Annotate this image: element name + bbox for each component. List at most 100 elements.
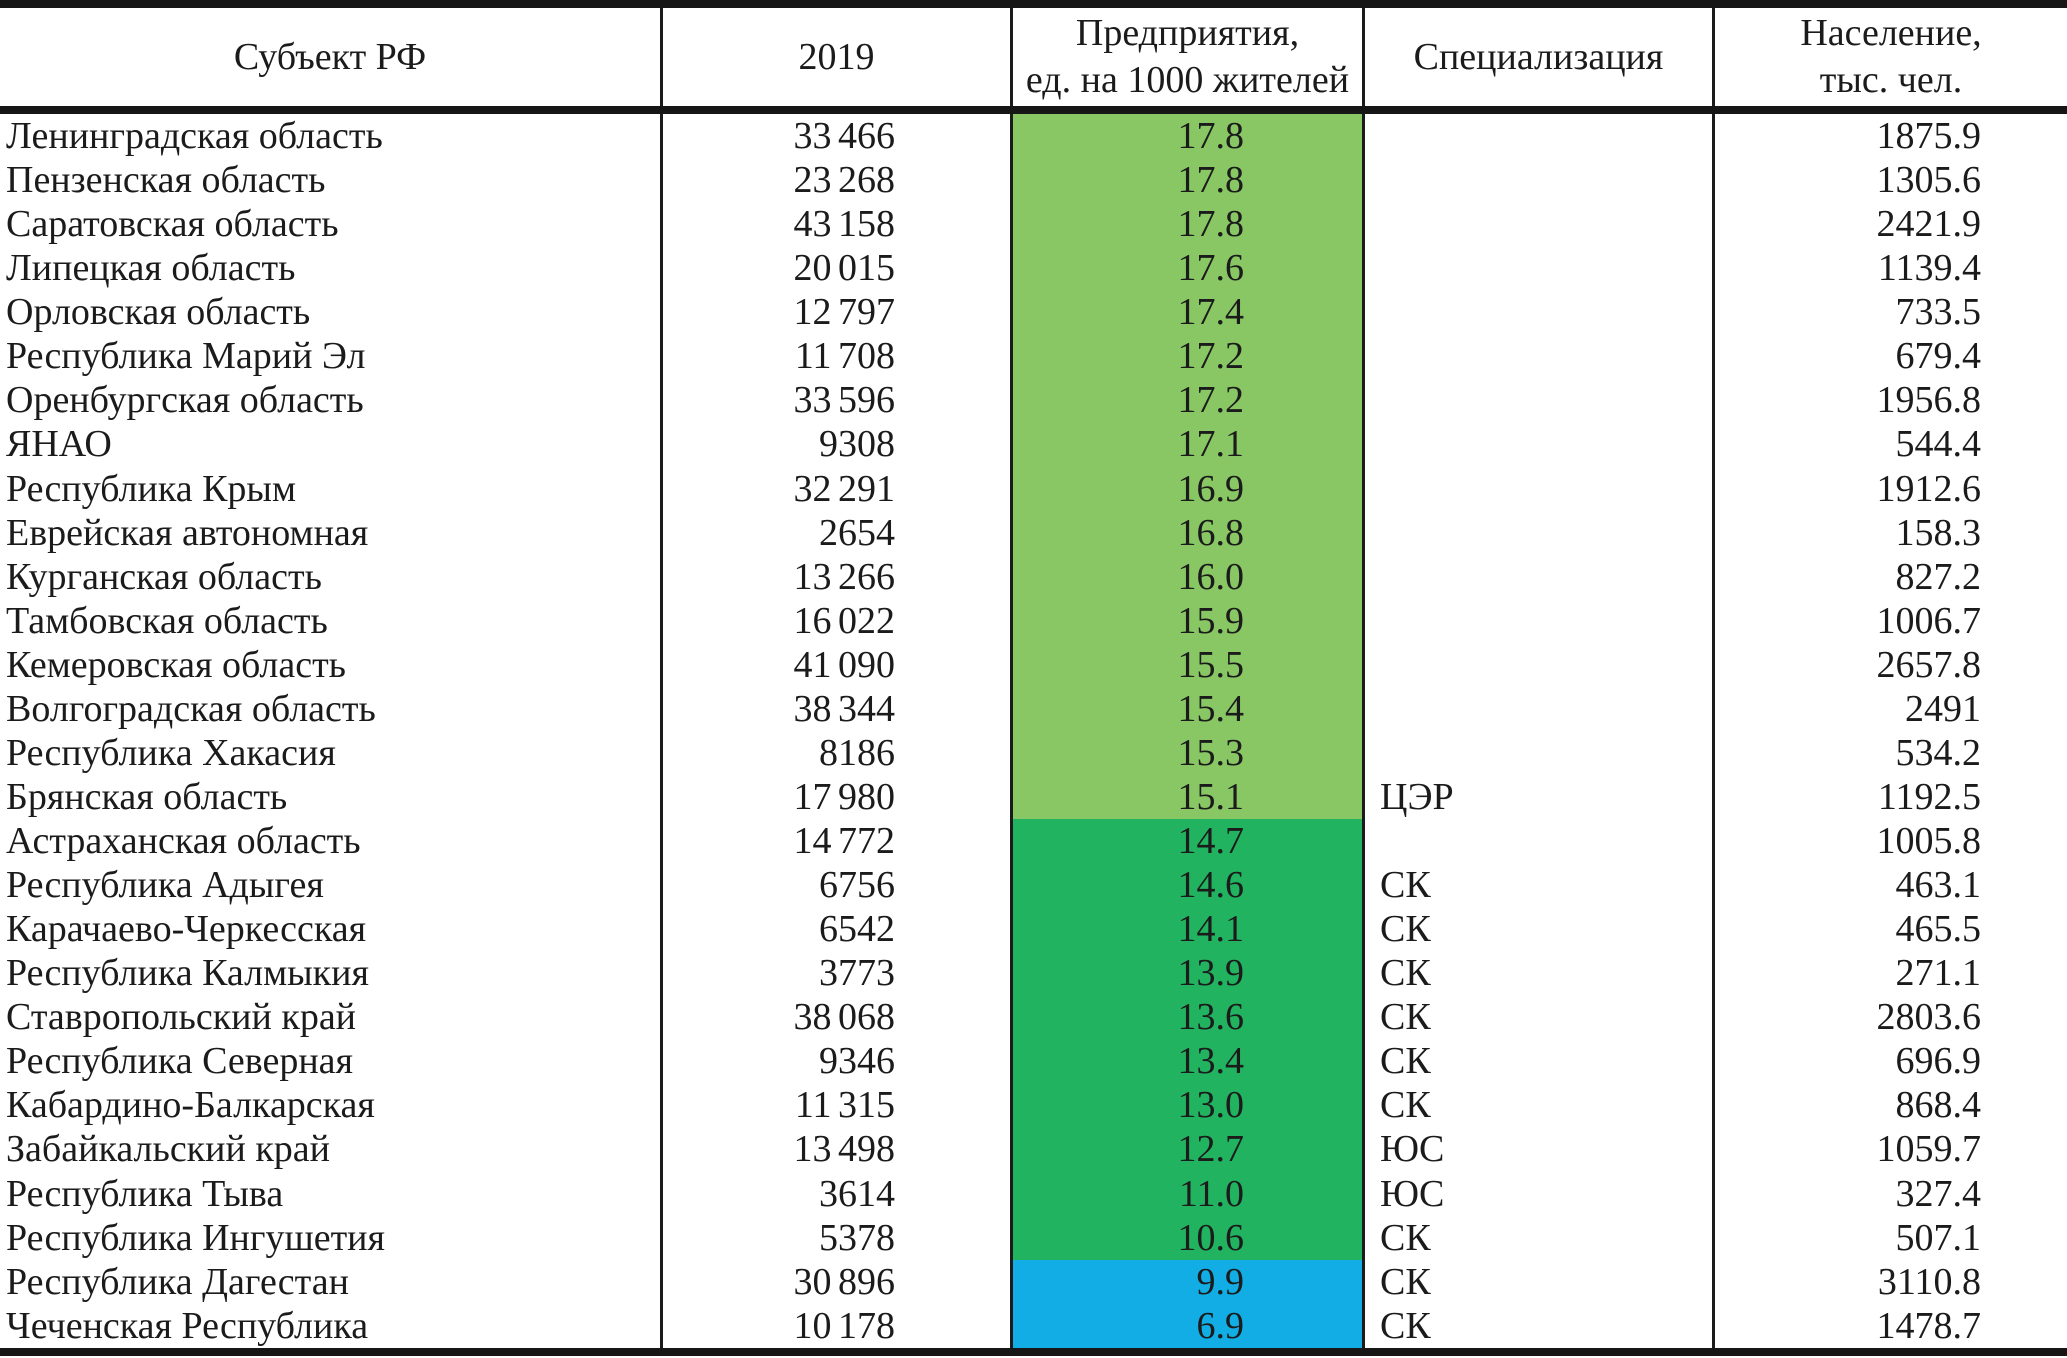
cell-enterprises-per-1000: 12.7 — [1013, 1127, 1365, 1172]
table-row: Кабардино-Балкарская 11 315 13.0 СК 868.… — [0, 1083, 2067, 1128]
cell-specialization — [1365, 730, 1715, 775]
table-row: Республика Ингушетия 5378 10.6 СК 507.1 — [0, 1215, 2067, 1260]
cell-specialization — [1365, 378, 1715, 423]
cell-population: 463.1 — [1895, 864, 1982, 907]
table-row: Орловская область 12 797 17.4 733.5 — [0, 290, 2067, 335]
cell-subject: Пензенская область — [0, 158, 663, 203]
cell-subject: Республика Марий Эл — [0, 334, 663, 379]
table-row: Ленинградская область 33 466 17.8 1875.9 — [0, 114, 2067, 159]
cell-population: 868.4 — [1895, 1084, 1982, 1127]
cell-2019-count: 13 498 — [663, 1127, 1013, 1172]
cell-subject: Республика Дагестан — [0, 1259, 663, 1304]
cell-enterprises-per-1000: 13.0 — [1013, 1083, 1365, 1128]
table-row: Ставропольский край 38 068 13.6 СК 2803.… — [0, 995, 2067, 1040]
cell-specialization — [1365, 510, 1715, 555]
cell-2019-count: 9346 — [663, 1039, 1013, 1084]
table-row: Саратовская область 43 158 17.8 2421.9 — [0, 202, 2067, 247]
table-row: Оренбургская область 33 596 17.2 1956.8 — [0, 378, 2067, 423]
cell-specialization — [1365, 686, 1715, 731]
table-row: Брянская область 17 980 15.1 ЦЭР 1192.5 — [0, 774, 2067, 820]
cell-subject: Астраханская область — [0, 819, 663, 864]
cell-population: 1139.4 — [1877, 247, 1981, 290]
cell-population: 544.4 — [1895, 423, 1982, 466]
cell-enterprises-per-1000: 17.2 — [1013, 378, 1365, 423]
header-specialization: Специализация — [1365, 8, 1715, 106]
cell-specialization: СК — [1365, 951, 1715, 996]
cell-population: 733.5 — [1895, 291, 1982, 334]
table-row: Еврейская автономная 2654 16.8 158.3 — [0, 510, 2067, 555]
cell-subject: Ставропольский край — [0, 995, 663, 1040]
cell-2019-count: 32 291 — [663, 466, 1013, 511]
cell-population: 1006.7 — [1876, 599, 1982, 642]
cell-specialization — [1365, 290, 1715, 335]
cell-2019-count: 5378 — [663, 1215, 1013, 1260]
cell-enterprises-per-1000: 17.1 — [1013, 422, 1365, 467]
cell-subject: Республика Калмыкия — [0, 951, 663, 996]
cell-specialization: СК — [1365, 1039, 1715, 1084]
cell-subject: Республика Северная — [0, 1039, 663, 1084]
cell-population: 2657.8 — [1876, 643, 1982, 686]
cell-population: 1192.5 — [1877, 775, 1981, 818]
cell-2019-count: 13 266 — [663, 554, 1013, 599]
cell-enterprises-per-1000: 15.1 — [1013, 774, 1365, 820]
cell-subject: Липецкая область — [0, 246, 663, 291]
cell-population: 1305.6 — [1876, 159, 1982, 202]
table-row: Пензенская область 23 268 17.8 1305.6 — [0, 158, 2067, 203]
cell-2019-count: 20 015 — [663, 246, 1013, 291]
cell-population: 696.9 — [1895, 1040, 1982, 1083]
cell-2019-count: 2654 — [663, 510, 1013, 555]
cell-specialization: СК — [1365, 1303, 1715, 1348]
table-row: Республика Адыгея 6756 14.6 СК 463.1 — [0, 863, 2067, 908]
cell-subject: Забайкальский край — [0, 1127, 663, 1172]
cell-specialization — [1365, 554, 1715, 599]
table-row: Забайкальский край 13 498 12.7 ЮС 1059.7 — [0, 1127, 2067, 1172]
cell-2019-count: 33 466 — [663, 114, 1013, 159]
cell-enterprises-per-1000: 15.5 — [1013, 642, 1365, 687]
table-row: Курганская область 13 266 16.0 827.2 — [0, 554, 2067, 599]
cell-enterprises-per-1000: 13.6 — [1013, 995, 1365, 1040]
table-row: Республика Марий Эл 11 708 17.2 679.4 — [0, 334, 2067, 379]
cell-specialization — [1365, 466, 1715, 511]
cell-2019-count: 3614 — [663, 1171, 1013, 1216]
cell-enterprises-per-1000: 14.1 — [1013, 907, 1365, 952]
cell-subject: Кабардино-Балкарская — [0, 1083, 663, 1128]
cell-enterprises-per-1000: 13.4 — [1013, 1039, 1365, 1084]
header-population: Население, тыс. чел. — [1800, 12, 1982, 101]
cell-population: 465.5 — [1895, 908, 1982, 951]
cell-2019-count: 8186 — [663, 730, 1013, 775]
cell-population: 158.3 — [1895, 511, 1982, 554]
cell-specialization: СК — [1365, 1083, 1715, 1128]
cell-enterprises-per-1000: 6.9 — [1013, 1303, 1365, 1348]
cell-2019-count: 33 596 — [663, 378, 1013, 423]
cell-2019-count: 38 068 — [663, 995, 1013, 1040]
cell-subject: Курганская область — [0, 554, 663, 599]
table-row: Кемеровская область 41 090 15.5 2657.8 — [0, 642, 2067, 687]
header-enterprises-per-1000: Предприятия, ед. на 1000 жителей — [1013, 8, 1365, 106]
cell-enterprises-per-1000: 14.7 — [1013, 819, 1365, 864]
cell-specialization: СК — [1365, 907, 1715, 952]
table-body: Ленинградская область 33 466 17.8 1875.9… — [0, 114, 2067, 1356]
cell-population: 2491 — [1905, 687, 1981, 730]
cell-specialization — [1365, 642, 1715, 687]
cell-subject: Республика Тыва — [0, 1171, 663, 1216]
cell-specialization: ЮС — [1365, 1127, 1715, 1172]
table-row: Астраханская область 14 772 14.7 1005.8 — [0, 819, 2067, 864]
cell-enterprises-per-1000: 17.2 — [1013, 334, 1365, 379]
cell-specialization — [1365, 334, 1715, 379]
cell-2019-count: 3773 — [663, 951, 1013, 996]
cell-specialization — [1365, 598, 1715, 643]
cell-population: 2803.6 — [1876, 996, 1982, 1039]
cell-specialization: СК — [1365, 1259, 1715, 1304]
cell-enterprises-per-1000: 9.9 — [1013, 1259, 1365, 1304]
cell-specialization: СК — [1365, 1215, 1715, 1260]
cell-population: 507.1 — [1895, 1216, 1982, 1259]
cell-subject: Кемеровская область — [0, 642, 663, 687]
cell-specialization — [1365, 202, 1715, 247]
cell-population: 1059.7 — [1876, 1128, 1982, 1171]
cell-subject: Саратовская область — [0, 202, 663, 247]
cell-subject: Чеченская Республика — [0, 1303, 663, 1348]
cell-subject: Карачаево-Черкесская — [0, 907, 663, 952]
table-row: Республика Калмыкия 3773 13.9 СК 271.1 — [0, 951, 2067, 996]
table-row: ЯНАО 9308 17.1 544.4 — [0, 422, 2067, 467]
